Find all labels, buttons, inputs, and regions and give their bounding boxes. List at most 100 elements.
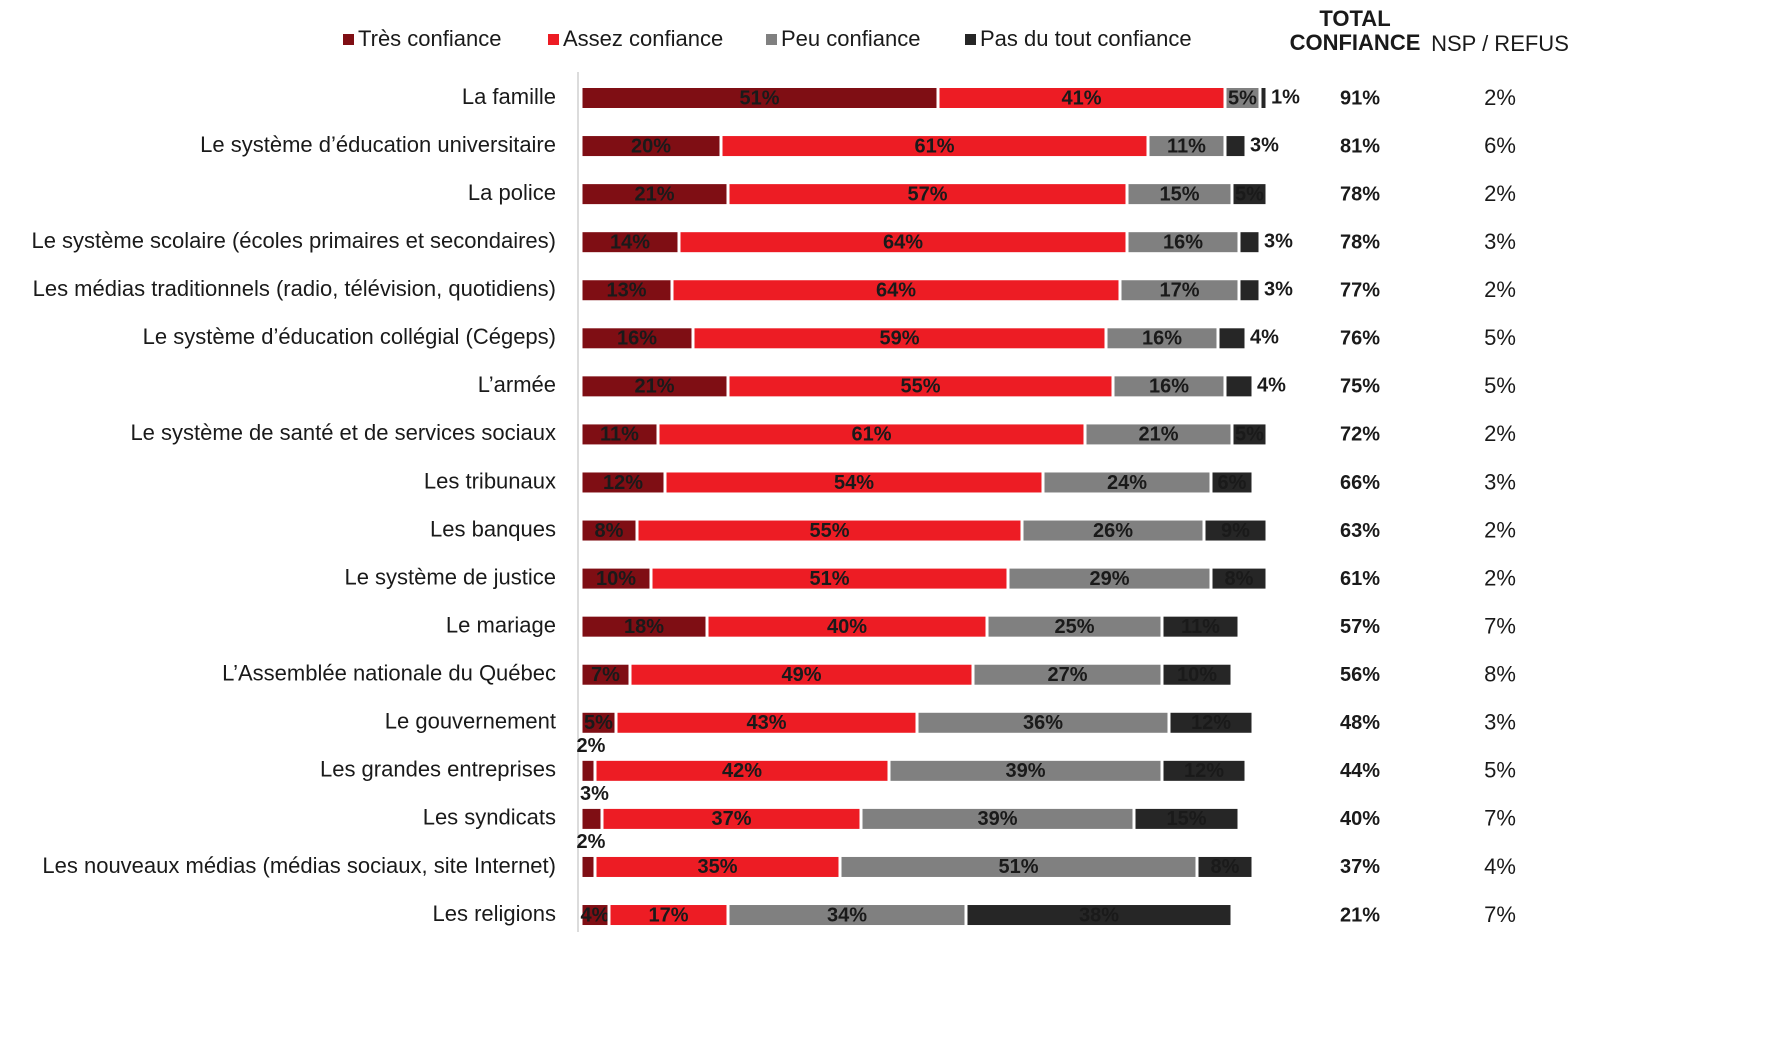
total-value: 37% [1340,856,1380,878]
value-label: 11% [600,424,639,446]
bar-segment [1223,373,1255,400]
value-label: 29% [1089,568,1129,590]
value-label: 4% [1257,375,1286,397]
bar-segment [1230,421,1269,448]
legend-swatch [965,34,976,45]
value-label: 34% [827,904,867,926]
value-label: 26% [1093,520,1133,542]
nsp-value: 3% [1484,229,1516,254]
value-label: 10% [596,568,636,590]
bar-segment [1209,469,1255,496]
value-label: 18% [624,616,664,638]
bar-segment [1223,133,1248,160]
category-label: Le système de justice [344,564,556,589]
value-label: 17% [1159,280,1199,302]
value-label: 5% [1228,87,1257,109]
value-label: 12% [1184,760,1224,782]
nsp-value: 2% [1484,565,1516,590]
value-label: 39% [1005,760,1045,782]
value-label: 25% [1054,616,1094,638]
total-value: 40% [1340,808,1380,830]
value-label: 15% [1159,183,1199,205]
value-label: 64% [883,231,923,253]
value-label: 51% [998,856,1038,878]
value-label: 11% [1167,135,1206,157]
total-value: 78% [1340,231,1380,253]
category-label: Le système d’éducation universitaire [200,132,556,157]
total-value: 76% [1340,328,1380,350]
value-label: 7% [591,664,620,686]
nsp-value: 7% [1484,613,1516,638]
legend-label: Pas du tout confiance [980,26,1192,51]
value-label: 57% [907,183,947,205]
value-label: 61% [851,424,891,446]
value-label: 27% [1047,664,1087,686]
total-value: 57% [1340,616,1380,638]
category-label: Les syndicats [423,805,556,830]
value-label: 17% [648,904,688,926]
legend-swatch [766,34,777,45]
nsp-value: 3% [1484,710,1516,735]
value-label: 15% [1166,808,1206,830]
bar-segment [1160,757,1248,784]
value-label: 12% [1191,712,1231,734]
legend-label: Assez confiance [563,26,723,51]
value-label: 3% [1264,279,1293,301]
value-label: 4% [581,904,610,926]
value-label: 55% [900,376,940,398]
category-label: Les tribunaux [424,468,556,493]
nsp-value: 5% [1484,325,1516,350]
value-label: 16% [1163,231,1203,253]
total-value: 61% [1340,568,1380,590]
nsp-value: 8% [1484,662,1516,687]
value-label: 20% [631,135,671,157]
bar-segment [1237,277,1262,304]
nsp-value: 2% [1484,421,1516,446]
bar-segment [1237,229,1262,256]
value-label: 5% [1235,183,1264,205]
legend-label: Peu confiance [781,26,920,51]
value-label: 51% [739,87,779,109]
category-label: L’armée [478,372,556,397]
nsp-value: 2% [1484,85,1516,110]
value-label: 6% [1218,472,1247,494]
value-label: 54% [834,472,874,494]
category-label: Le système d’éducation collégial (Cégeps… [143,324,556,349]
value-label: 64% [876,280,916,302]
total-value: 75% [1340,376,1380,398]
value-label: 41% [1061,87,1101,109]
legend-swatch [548,34,559,45]
bar-segment [1167,709,1255,736]
total-value: 48% [1340,712,1380,734]
value-label: 14% [610,231,650,253]
bar-segment [964,902,1234,929]
bar-segment [1258,85,1269,111]
value-label: 36% [1023,712,1063,734]
total-value: 72% [1340,424,1380,446]
total-value: 81% [1340,135,1380,157]
category-label: Le mariage [446,612,556,637]
value-label: 24% [1107,472,1147,494]
value-label: 35% [697,856,737,878]
value-label: 21% [634,183,674,205]
bar-segment [1132,805,1241,832]
legend-swatch [343,34,354,45]
value-label: 16% [1142,328,1182,350]
nsp-header: NSP / REFUS [1431,31,1569,56]
value-label: 9% [1221,520,1250,542]
nsp-value: 5% [1484,373,1516,398]
nsp-value: 2% [1484,517,1516,542]
value-label: 2% [577,735,606,757]
total-header: TOTAL [1319,6,1390,31]
category-label: La police [468,180,556,205]
value-label: 38% [1079,904,1119,926]
category-label: Le système de santé et de services socia… [130,420,556,445]
total-value: 66% [1340,472,1380,494]
value-label: 8% [1225,568,1254,590]
value-label: 5% [1235,424,1264,446]
total-value: 77% [1340,280,1380,302]
value-label: 40% [827,616,867,638]
category-label: La famille [462,84,556,109]
nsp-value: 2% [1484,181,1516,206]
